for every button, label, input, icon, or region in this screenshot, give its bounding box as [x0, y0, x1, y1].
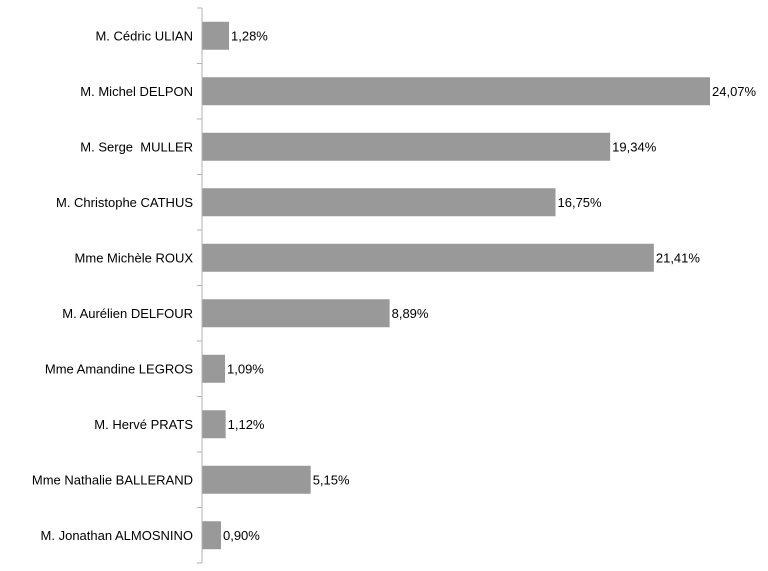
category-label: Mme Amandine LEGROS — [45, 361, 193, 376]
bar — [202, 299, 390, 328]
bar — [202, 132, 611, 161]
value-label: 16,75% — [558, 195, 603, 210]
bar — [202, 465, 311, 494]
bar — [202, 410, 226, 439]
category-label: M. Serge MULLER — [80, 139, 193, 154]
value-label: 0,90% — [223, 528, 260, 543]
value-label: 1,28% — [231, 28, 268, 43]
value-label: 8,89% — [392, 306, 429, 321]
value-label: 19,34% — [612, 139, 657, 154]
category-label: Mme Michèle ROUX — [75, 250, 194, 265]
value-label: 5,15% — [313, 472, 350, 487]
category-label: M. Hervé PRATS — [94, 417, 193, 432]
bar — [202, 188, 556, 217]
category-label: Mme Nathalie BALLERAND — [32, 472, 193, 487]
category-label: M. Jonathan ALMOSNINO — [41, 528, 193, 543]
bar — [202, 77, 710, 106]
bars-group — [202, 21, 710, 550]
value-label: 24,07% — [712, 84, 757, 99]
y-axis — [197, 7, 203, 564]
value-labels: 1,28% 24,07% 19,34% 16,75% 21,41% 8,89% 1,09% 1… — [223, 28, 757, 543]
category-label: M. Christophe CATHUS — [56, 195, 193, 210]
value-label: 1,09% — [227, 361, 264, 376]
value-label: 1,12% — [228, 417, 265, 432]
bar — [202, 243, 654, 272]
bar — [202, 21, 230, 50]
bar — [202, 521, 221, 550]
category-labels: M. Cédric ULIAN M. Michel DELPON M. Serge … — [32, 28, 193, 543]
category-label: M. Michel DELPON — [80, 84, 193, 99]
bar — [202, 354, 225, 383]
category-label: M. Aurélien DELFOUR — [62, 306, 193, 321]
value-label: 21,41% — [656, 250, 701, 265]
category-label: M. Cédric ULIAN — [95, 28, 193, 43]
